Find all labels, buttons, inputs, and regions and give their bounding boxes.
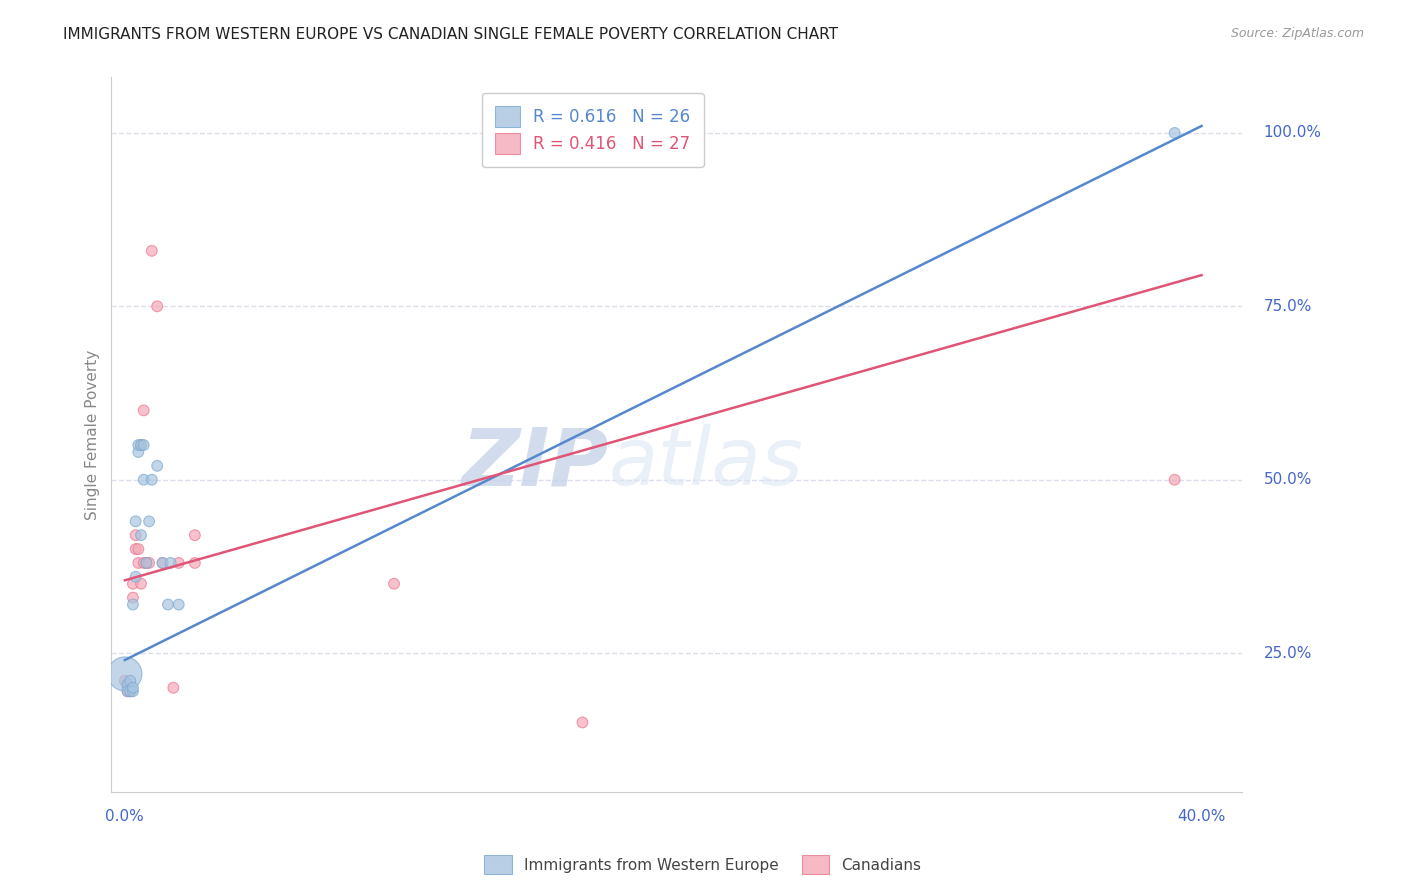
- Point: [122, 598, 145, 612]
- Point: [122, 576, 145, 591]
- Point: [132, 556, 155, 570]
- Point: [138, 556, 160, 570]
- Point: [127, 445, 149, 459]
- Point: [122, 684, 145, 698]
- Point: [129, 528, 152, 542]
- Point: [132, 438, 155, 452]
- Point: [127, 556, 149, 570]
- Point: [117, 677, 139, 691]
- Point: [135, 556, 157, 570]
- Point: [132, 403, 155, 417]
- Point: [124, 570, 146, 584]
- Point: [120, 673, 142, 688]
- Point: [120, 684, 142, 698]
- Point: [129, 576, 152, 591]
- Point: [1163, 473, 1185, 487]
- Point: [146, 458, 169, 473]
- Point: [167, 598, 190, 612]
- Point: [135, 556, 157, 570]
- Point: [127, 438, 149, 452]
- Point: [120, 684, 142, 698]
- Y-axis label: Single Female Poverty: Single Female Poverty: [86, 350, 100, 520]
- Point: [114, 673, 136, 688]
- Text: ZIP: ZIP: [461, 425, 609, 502]
- Point: [124, 528, 146, 542]
- Point: [184, 556, 207, 570]
- Point: [132, 473, 155, 487]
- Legend: R = 0.616   N = 26, R = 0.416   N = 27: R = 0.616 N = 26, R = 0.416 N = 27: [481, 93, 703, 167]
- Point: [124, 542, 146, 557]
- Text: 100.0%: 100.0%: [1264, 126, 1322, 140]
- Point: [571, 153, 593, 168]
- Text: 40.0%: 40.0%: [1177, 809, 1226, 824]
- Text: IMMIGRANTS FROM WESTERN EUROPE VS CANADIAN SINGLE FEMALE POVERTY CORRELATION CHA: IMMIGRANTS FROM WESTERN EUROPE VS CANADI…: [63, 27, 838, 42]
- Point: [146, 299, 169, 313]
- Point: [117, 681, 139, 695]
- Text: 25.0%: 25.0%: [1264, 646, 1312, 661]
- Legend: Immigrants from Western Europe, Canadians: Immigrants from Western Europe, Canadian…: [478, 849, 928, 880]
- Text: Source: ZipAtlas.com: Source: ZipAtlas.com: [1230, 27, 1364, 40]
- Point: [117, 684, 139, 698]
- Point: [114, 666, 136, 681]
- Point: [127, 542, 149, 557]
- Text: 50.0%: 50.0%: [1264, 472, 1312, 487]
- Point: [162, 681, 184, 695]
- Text: atlas: atlas: [609, 425, 804, 502]
- Point: [141, 244, 163, 258]
- Point: [117, 684, 139, 698]
- Point: [159, 556, 181, 570]
- Point: [167, 556, 190, 570]
- Point: [1163, 126, 1185, 140]
- Point: [129, 438, 152, 452]
- Point: [184, 528, 207, 542]
- Point: [124, 514, 146, 528]
- Point: [152, 556, 174, 570]
- Point: [122, 681, 145, 695]
- Point: [382, 576, 405, 591]
- Point: [141, 473, 163, 487]
- Point: [138, 514, 160, 528]
- Point: [156, 598, 179, 612]
- Point: [120, 684, 142, 698]
- Point: [152, 556, 174, 570]
- Point: [122, 591, 145, 605]
- Text: 75.0%: 75.0%: [1264, 299, 1312, 314]
- Text: 0.0%: 0.0%: [105, 809, 145, 824]
- Point: [571, 715, 593, 730]
- Point: [129, 438, 152, 452]
